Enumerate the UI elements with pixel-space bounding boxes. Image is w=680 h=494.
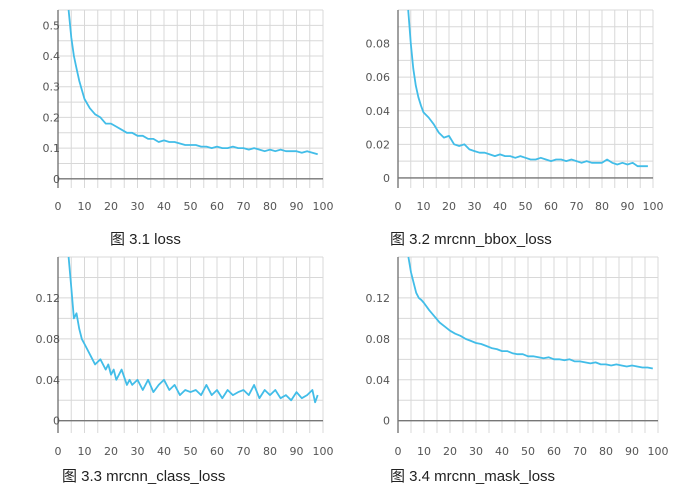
chart-mrcnn-bbox-loss: 0 0.02 0.04 0.06 0.08 0 10 20 30 40 50 60 70 80 90 100 bbox=[366, 9, 664, 213]
y-tick-label: 0.08 bbox=[36, 333, 61, 346]
chart-mrcnn-mask-loss: 0 0.04 0.08 0.12 0 10 20 30 40 50 60 70 80 90 100 bbox=[366, 256, 669, 458]
series-line-mrcnn-class-loss bbox=[67, 256, 319, 404]
x-tick-label: 60 bbox=[547, 445, 561, 458]
x-tick-label: 10 bbox=[417, 200, 431, 213]
y-tick-label: 0 bbox=[383, 415, 390, 428]
x-tick-label: 60 bbox=[544, 200, 558, 213]
x-tick-label: 0 bbox=[55, 200, 62, 213]
caption-mrcnn-bbox-loss: 图 3.2 mrcnn_bbox_loss bbox=[390, 231, 552, 248]
y-tick-label: 0.02 bbox=[366, 138, 391, 151]
x-tick-label: 70 bbox=[237, 200, 251, 213]
y-tick-label: 0.08 bbox=[366, 333, 391, 346]
x-tick-label: 30 bbox=[469, 445, 483, 458]
x-tick-label: 90 bbox=[621, 200, 635, 213]
y-tick-label: 0.08 bbox=[366, 38, 391, 51]
x-tick-label: 70 bbox=[237, 445, 251, 458]
x-tick-label: 0 bbox=[395, 445, 402, 458]
x-tick-label: 20 bbox=[104, 445, 118, 458]
y-tick-label: 0 bbox=[383, 172, 390, 185]
y-tick-label: 0.3 bbox=[43, 81, 61, 94]
x-tick-label: 100 bbox=[648, 445, 669, 458]
series-line-mrcnn-mask-loss bbox=[407, 256, 653, 370]
chart-mrcnn-class-loss: 0 0.04 0.08 0.12 0 10 20 30 40 50 60 70 80 90 100 bbox=[36, 256, 334, 458]
x-tick-label: 70 bbox=[570, 200, 584, 213]
x-tick-label: 70 bbox=[573, 445, 587, 458]
x-tick-label: 40 bbox=[157, 200, 171, 213]
series-line-loss bbox=[67, 9, 318, 156]
x-tick-label: 50 bbox=[184, 200, 198, 213]
x-tick-label: 0 bbox=[395, 200, 402, 213]
x-tick-label: 10 bbox=[78, 445, 92, 458]
x-tick-label: 0 bbox=[55, 445, 62, 458]
x-tick-label: 40 bbox=[493, 200, 507, 213]
chart-loss: 0 0.1 0.2 0.3 0.4 0.5 0 10 20 30 40 50 60 70 80 90 100 bbox=[43, 9, 334, 213]
x-tick-label: 50 bbox=[519, 200, 533, 213]
y-tick-label: 0.4 bbox=[43, 50, 61, 63]
x-tick-label: 50 bbox=[184, 445, 198, 458]
x-tick-label: 100 bbox=[313, 200, 334, 213]
x-tick-label: 90 bbox=[625, 445, 639, 458]
y-tick-label: 0.06 bbox=[366, 71, 391, 84]
y-tick-label: 0.04 bbox=[366, 105, 391, 118]
x-tick-label: 100 bbox=[313, 445, 334, 458]
caption-mrcnn-class-loss: 图 3.3 mrcnn_class_loss bbox=[62, 468, 226, 485]
x-tick-label: 90 bbox=[290, 200, 304, 213]
x-tick-label: 30 bbox=[131, 445, 145, 458]
series-line-mrcnn-bbox-loss bbox=[407, 9, 648, 168]
y-tick-label: 0.04 bbox=[36, 374, 61, 387]
y-tick-label: 0.2 bbox=[43, 111, 61, 124]
caption-mrcnn-mask-loss: 图 3.4 mrcnn_mask_loss bbox=[390, 468, 556, 485]
x-tick-label: 10 bbox=[78, 200, 92, 213]
x-tick-label: 80 bbox=[599, 445, 613, 458]
y-tick-label: 0 bbox=[53, 415, 60, 428]
x-tick-label: 90 bbox=[290, 445, 304, 458]
y-tick-label: 0.1 bbox=[43, 142, 61, 155]
x-tick-label: 50 bbox=[521, 445, 535, 458]
x-tick-label: 10 bbox=[417, 445, 431, 458]
x-tick-label: 20 bbox=[443, 445, 457, 458]
x-tick-label: 20 bbox=[442, 200, 456, 213]
y-tick-label: 0.04 bbox=[366, 374, 391, 387]
x-tick-label: 30 bbox=[468, 200, 482, 213]
x-tick-label: 80 bbox=[595, 200, 609, 213]
x-tick-label: 20 bbox=[104, 200, 118, 213]
x-tick-label: 80 bbox=[263, 200, 277, 213]
y-tick-label: 0.12 bbox=[36, 292, 61, 305]
x-tick-label: 80 bbox=[263, 445, 277, 458]
x-tick-label: 60 bbox=[210, 445, 224, 458]
y-tick-label: 0.5 bbox=[43, 19, 61, 32]
x-tick-label: 30 bbox=[131, 200, 145, 213]
x-tick-label: 40 bbox=[495, 445, 509, 458]
y-tick-label: 0.12 bbox=[366, 292, 391, 305]
x-tick-label: 100 bbox=[643, 200, 664, 213]
y-tick-label: 0 bbox=[53, 173, 60, 186]
x-tick-label: 60 bbox=[210, 200, 224, 213]
caption-loss: 图 3.1 loss bbox=[110, 231, 181, 248]
x-tick-label: 40 bbox=[157, 445, 171, 458]
